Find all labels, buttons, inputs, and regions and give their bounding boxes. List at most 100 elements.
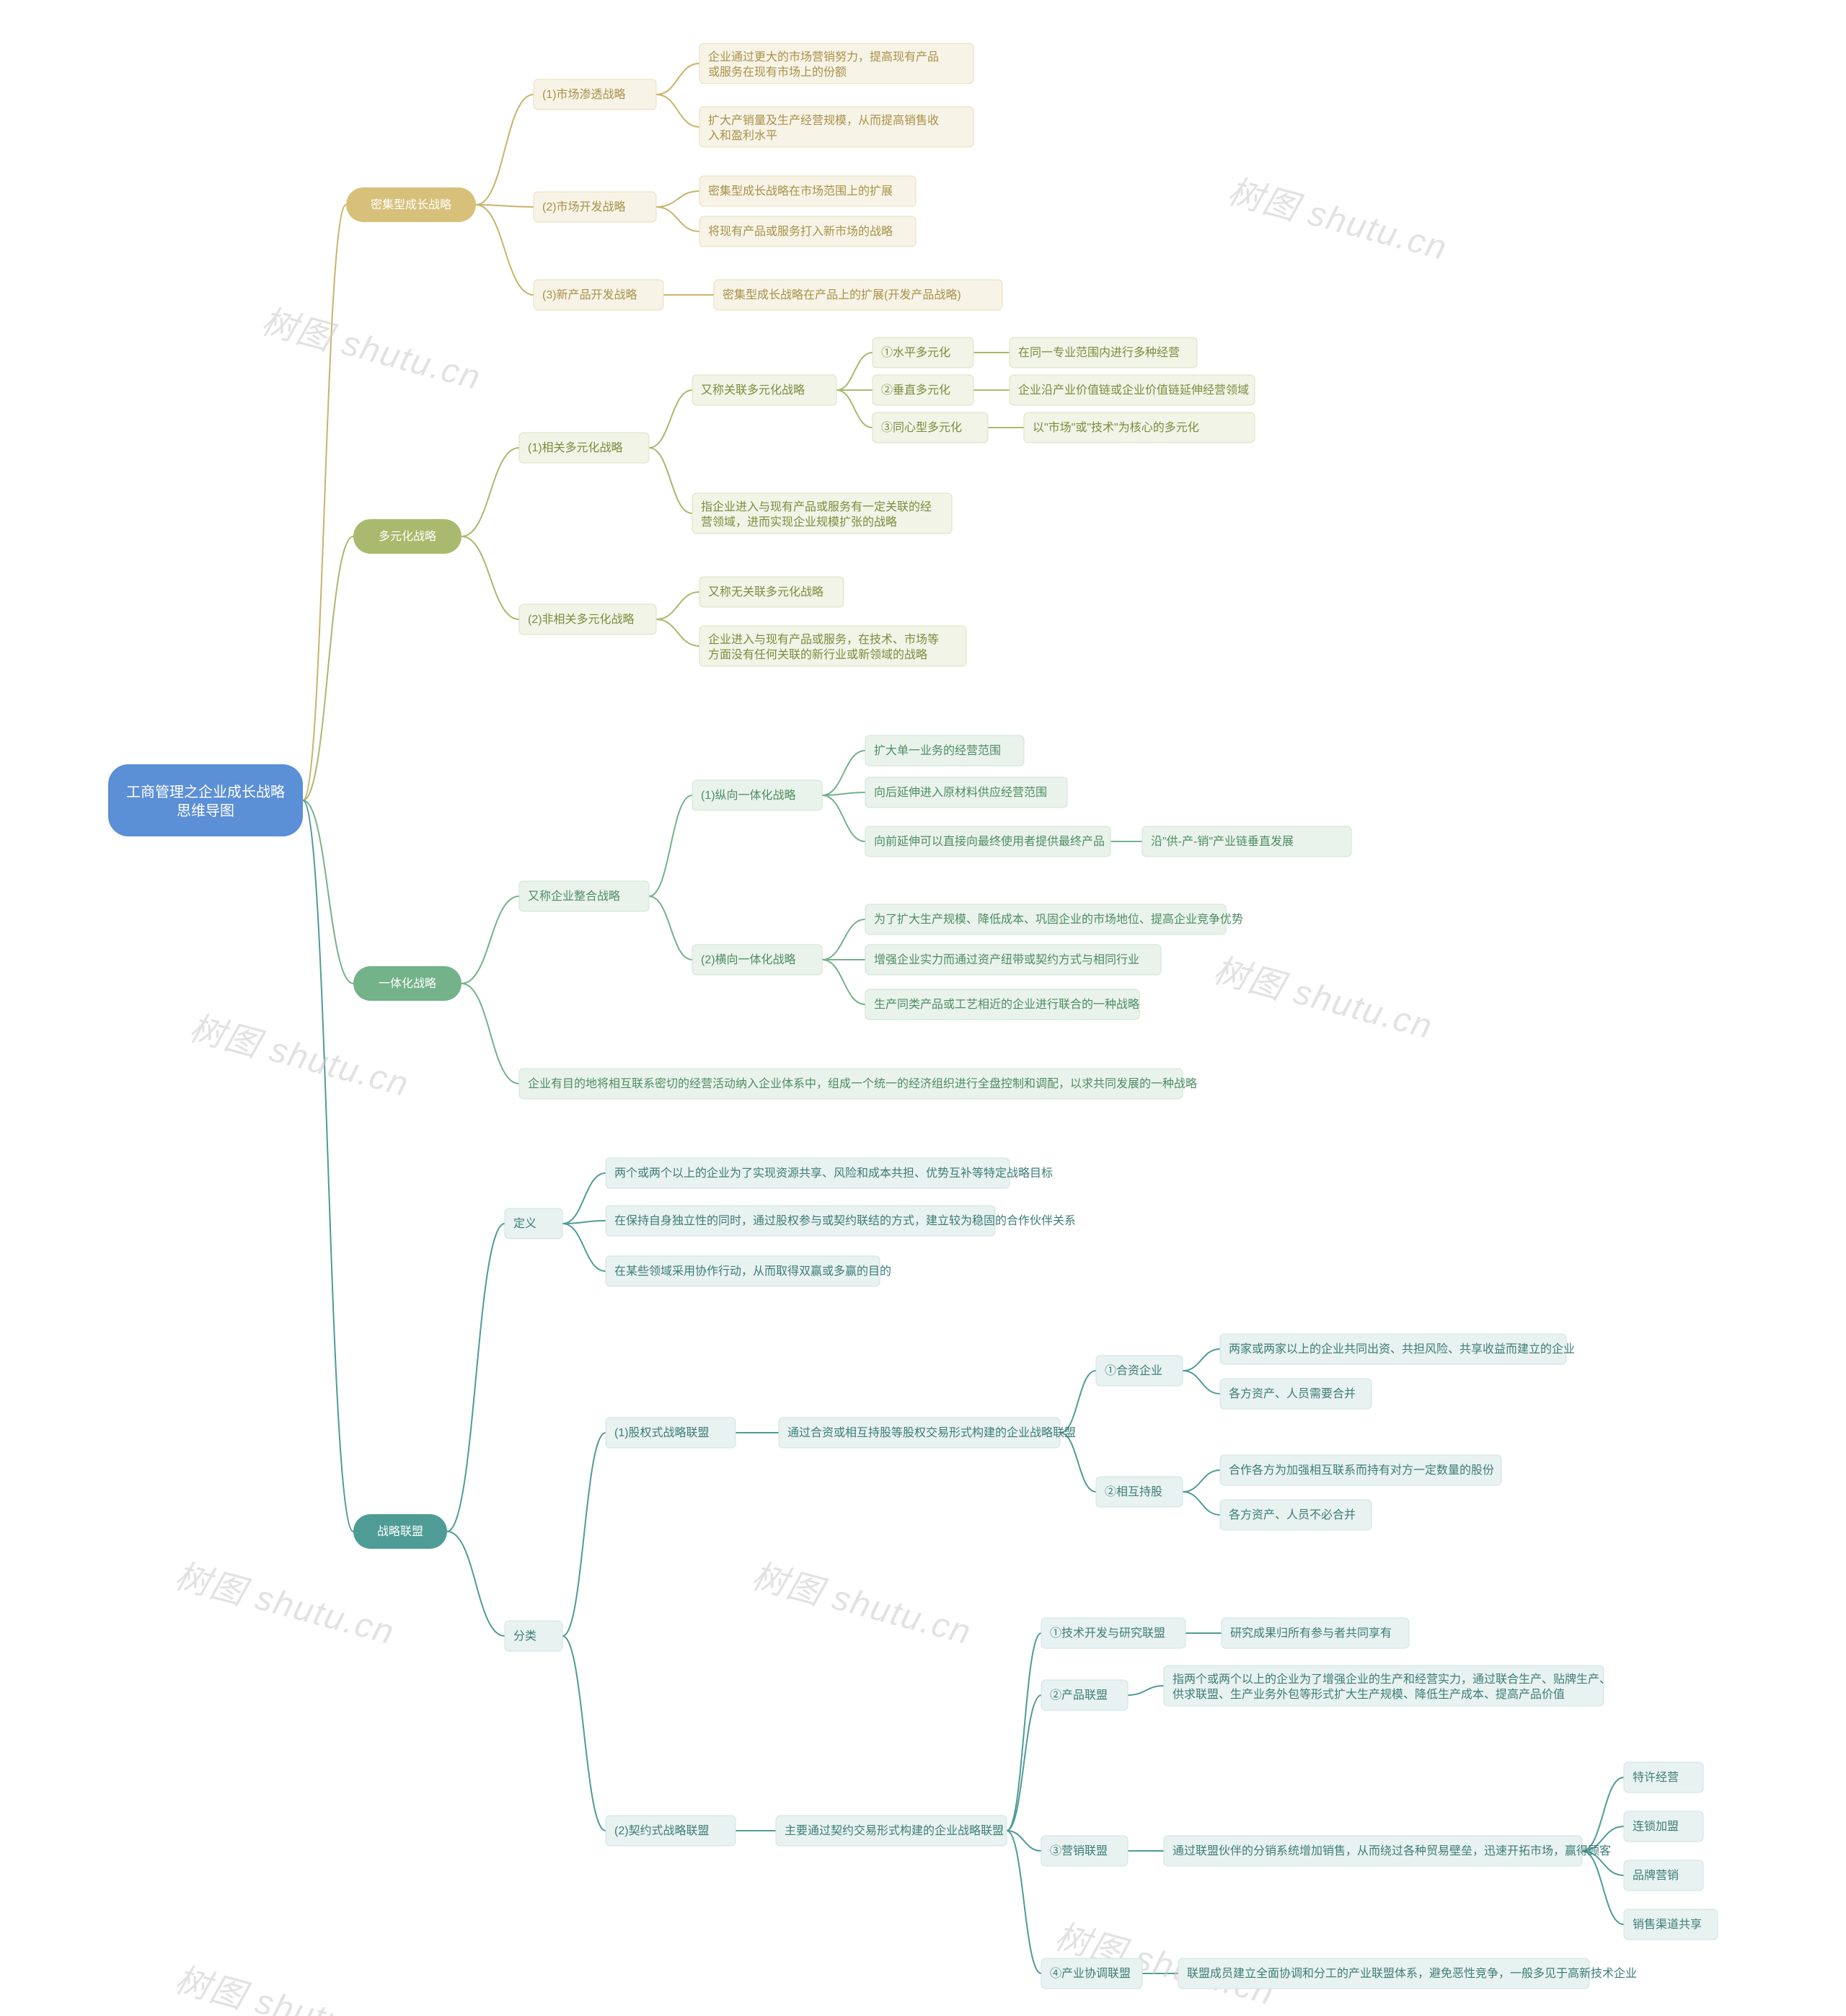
mindmap-node-label: (1)市场渗透战略 xyxy=(542,88,626,101)
mindmap-node: ③同心型多元化 xyxy=(873,412,988,443)
mindmap-node-label: (3)新产品开发战略 xyxy=(542,288,637,301)
mindmap-node: 向后延伸进入原材料供应经营范围 xyxy=(865,777,1067,808)
mindmap-node: (2)市场开发战略 xyxy=(534,192,656,222)
mindmap-node-label: 在保持自身独立性的同时，通过股权参与或契约联结的方式，建立较为稳固的合作伙伴关系 xyxy=(614,1214,1076,1227)
mindmap-node-label: 特许经营 xyxy=(1633,1771,1679,1784)
mindmap-node-label: ③营销联盟 xyxy=(1050,1844,1108,1857)
mindmap-node-label: (2)契约式战略联盟 xyxy=(614,1824,710,1837)
mindmap-node-label: 企业有目的地将相互联系密切的经营活动纳入企业体系中，组成一个统一的经济组织进行全… xyxy=(528,1076,1197,1090)
branch-node-label: 密集型成长战略 xyxy=(371,198,451,211)
watermark-text: 树图 shutu.cn xyxy=(171,1557,399,1652)
watermark-text: 树图 shutu.cn xyxy=(185,1009,413,1104)
mindmap-node: 扩大产销量及生产经营规模，从而提高销售收入和盈利水平 xyxy=(699,107,973,147)
mindmap-edge xyxy=(822,751,865,795)
mindmap-edge xyxy=(649,390,692,448)
mindmap-edge xyxy=(649,795,692,896)
mindmap-node: 品牌营销 xyxy=(1624,1860,1703,1891)
mindmap-node-label: ①水平多元化 xyxy=(881,346,950,359)
mindmap-node: ①合资企业 xyxy=(1096,1356,1183,1386)
watermark-text: 树图 shutu.cn xyxy=(257,302,485,397)
mindmap-node-label: 通过联盟伙伴的分销系统增加销售，从而绕过各种贸易壁垒，迅速开拓市场，赢得顾客 xyxy=(1172,1844,1611,1857)
mindmap-node: ②垂直多元化 xyxy=(873,375,973,405)
mindmap-node-label: 研究成果归所有参与者共同享有 xyxy=(1230,1627,1392,1640)
mindmap-node: 销售渠道共享 xyxy=(1624,1909,1718,1940)
mindmap-node: (2)非相关多元化战略 xyxy=(519,604,656,635)
mindmap-node: 联盟成员建立全面协调和分工的产业联盟体系，避免恶性竞争，一般多见于高新技术企业 xyxy=(1178,1958,1637,1989)
mindmap-node: 企业有目的地将相互联系密切的经营活动纳入企业体系中，组成一个统一的经济组织进行全… xyxy=(519,1069,1197,1099)
mindmap-node-label: (2)横向一体化战略 xyxy=(701,953,796,966)
mindmap-edge xyxy=(303,536,353,800)
mindmap-edge xyxy=(656,94,699,127)
mindmap-node-label: (1)股权式战略联盟 xyxy=(614,1426,710,1439)
mindmap-node-label: ②相互持股 xyxy=(1105,1485,1162,1498)
mindmap-node-label: 企业沿产业价值链或企业价值链延伸经营领域 xyxy=(1018,384,1249,397)
mindmap-node: (1)市场渗透战略 xyxy=(534,79,656,110)
mindmap-node-label: 定义 xyxy=(513,1217,536,1230)
mindmap-node-label: 为了扩大生产规模、降低成本、巩固企业的市场地位、提高企业竞争优势 xyxy=(874,913,1243,926)
mindmap-node-label: 向后延伸进入原材料供应经营范围 xyxy=(874,785,1047,799)
branch-node: 多元化战略 xyxy=(353,519,462,554)
mindmap-node: (2)契约式战略联盟 xyxy=(606,1816,736,1846)
mindmap-node-label: 两个或两个以上的企业为了实现资源共享、风险和成本共担、优势互补等特定战略目标 xyxy=(614,1167,1053,1180)
mindmap-node-label: 密集型成长战略在产品上的扩展(开发产品战略) xyxy=(723,288,961,301)
mindmap-node-label: (1)相关多元化战略 xyxy=(528,441,623,454)
mindmap-node-label: ②产品联盟 xyxy=(1050,1689,1108,1702)
mindmap-node-label: 密集型成长战略在市场范围上的扩展 xyxy=(708,185,893,198)
mindmap-edge xyxy=(1582,1851,1624,1924)
mindmap-node: 各方资产、人员不必合并 xyxy=(1220,1500,1372,1530)
mindmap-node: 两个或两个以上的企业为了实现资源共享、风险和成本共担、优势互补等特定战略目标 xyxy=(606,1158,1053,1188)
mindmap-node: 密集型成长战略在市场范围上的扩展 xyxy=(699,176,916,206)
mindmap-edge xyxy=(1128,1686,1164,1695)
mindmap-node-label: 销售渠道共享 xyxy=(1633,1918,1702,1931)
mindmap-edge xyxy=(476,205,534,207)
mindmap-node-label: (2)市场开发战略 xyxy=(542,200,626,213)
mindmap-node-label: ③同心型多元化 xyxy=(881,421,962,434)
mindmap-node: 沿"供-产-销"产业链垂直发展 xyxy=(1142,826,1351,857)
mindmap-node: ②相互持股 xyxy=(1096,1477,1183,1507)
mindmap-edge xyxy=(462,983,519,1084)
mindmap-node: ④产业协调联盟 xyxy=(1041,1958,1142,1989)
mindmap-edge xyxy=(562,1433,606,1636)
mindmap-edge xyxy=(462,536,519,619)
branch-node: 战略联盟 xyxy=(353,1514,447,1549)
mindmap-node: 在某些领域采用协作行动，从而取得双赢或多赢的目的 xyxy=(606,1256,891,1286)
mindmap-edge xyxy=(562,1224,606,1271)
branch-node-label: 战略联盟 xyxy=(377,1525,423,1538)
mindmap-edge xyxy=(1183,1371,1220,1394)
mindmap-node: 为了扩大生产规模、降低成本、巩固企业的市场地位、提高企业竞争优势 xyxy=(865,904,1243,934)
mindmap-node: (1)相关多元化战略 xyxy=(519,433,649,463)
mindmap-edge xyxy=(656,63,699,94)
mindmap-node: ③营销联盟 xyxy=(1041,1836,1128,1866)
mindmap-node: 在保持自身独立性的同时，通过股权参与或契约联结的方式，建立较为稳固的合作伙伴关系 xyxy=(606,1206,1076,1236)
mindmap-edge xyxy=(476,205,534,295)
mindmap-node: 合作各方为加强相互联系而持有对方一定数量的股份 xyxy=(1220,1455,1501,1485)
mindmap-edge xyxy=(1582,1777,1624,1851)
mindmap-node: 通过联盟伙伴的分销系统增加销售，从而绕过各种贸易壁垒，迅速开拓市场，赢得顾客 xyxy=(1164,1836,1611,1866)
mindmap-node: 主要通过契约交易形式构建的企业战略联盟 xyxy=(776,1816,1007,1846)
mindmap-node-label: 合作各方为加强相互联系而持有对方一定数量的股份 xyxy=(1229,1464,1494,1477)
mindmap-node: 将现有产品或服务打入新市场的战略 xyxy=(699,216,916,247)
mindmap-node: ①水平多元化 xyxy=(873,337,973,368)
mindmap-node: 特许经营 xyxy=(1624,1762,1703,1792)
mindmap-node-label: 分类 xyxy=(513,1630,536,1643)
mindmap-node: 研究成果归所有参与者共同享有 xyxy=(1222,1618,1409,1648)
mindmap-node-label: 两家或两家以上的企业共同出资、共担风险、共享收益而建立的企业 xyxy=(1229,1343,1575,1356)
mindmap-node: ②产品联盟 xyxy=(1041,1680,1128,1710)
mindmap-node-label: 品牌营销 xyxy=(1633,1869,1679,1882)
mindmap-node: 连锁加盟 xyxy=(1624,1811,1703,1842)
mindmap-edge xyxy=(1183,1492,1220,1515)
mindmap-edge xyxy=(822,919,865,960)
mindmap-node-label: 连锁加盟 xyxy=(1633,1820,1679,1833)
branch-node: 一体化战略 xyxy=(353,966,462,1001)
mindmap-node-label: 在同一专业范围内进行多种经营 xyxy=(1018,346,1180,359)
watermark-text: 树图 shutu.cn xyxy=(171,1960,399,2016)
mindmap-node-label: 联盟成员建立全面协调和分工的产业联盟体系，避免恶性竞争，一般多见于高新技术企业 xyxy=(1187,1967,1637,1980)
mindmap-edge xyxy=(1060,1433,1096,1492)
mindmap-edge xyxy=(462,448,519,536)
mindmap-node: 增强企业实力而通过资产纽带或契约方式与相同行业 xyxy=(865,945,1161,975)
mindmap-edge xyxy=(836,390,873,428)
mindmap-node: 定义 xyxy=(505,1208,562,1239)
mindmap-node: 通过合资或相互持股等股权交易形式构建的企业战略联盟 xyxy=(779,1418,1076,1448)
mindmap-node-label: ①合资企业 xyxy=(1105,1364,1162,1377)
mindmap-edge xyxy=(447,1531,505,1636)
